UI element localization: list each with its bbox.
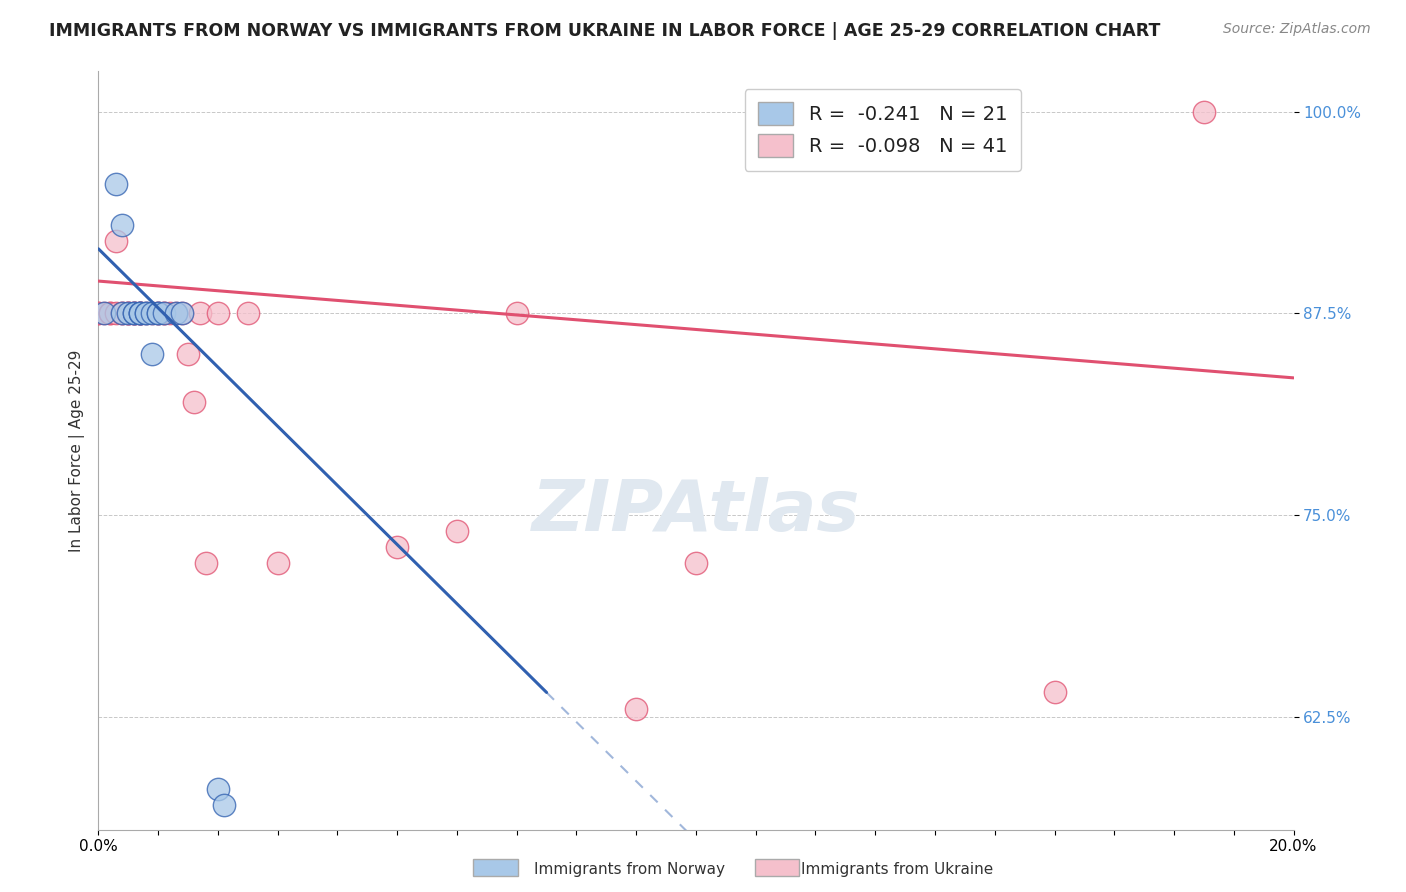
Point	[129, 306, 152, 320]
Point	[111, 306, 134, 320]
Point	[111, 306, 134, 320]
Point	[188, 306, 211, 320]
Point	[105, 306, 128, 320]
Bar	[474, 858, 517, 876]
Point	[172, 306, 194, 320]
Point	[685, 557, 707, 571]
Point	[129, 306, 152, 320]
Point	[117, 306, 139, 320]
Point	[141, 306, 163, 320]
Point	[207, 782, 229, 797]
Point	[124, 306, 146, 320]
Text: IMMIGRANTS FROM NORWAY VS IMMIGRANTS FROM UKRAINE IN LABOR FORCE | AGE 25-29 COR: IMMIGRANTS FROM NORWAY VS IMMIGRANTS FRO…	[49, 22, 1160, 40]
Point	[98, 306, 122, 320]
Point	[87, 306, 110, 320]
Point	[105, 178, 128, 192]
Point	[148, 306, 170, 320]
Legend: R =  -0.241   N = 21, R =  -0.098   N = 41: R = -0.241 N = 21, R = -0.098 N = 41	[745, 88, 1021, 170]
Point	[129, 306, 152, 320]
Text: Immigrants from Ukraine: Immigrants from Ukraine	[801, 863, 994, 877]
Point	[124, 306, 146, 320]
Point	[124, 306, 146, 320]
Point	[129, 306, 152, 320]
Point	[1192, 104, 1215, 119]
Bar	[755, 858, 799, 876]
Point	[129, 306, 152, 320]
Point	[153, 306, 176, 320]
Point	[148, 306, 170, 320]
Point	[111, 218, 134, 232]
Point	[124, 306, 146, 320]
Point	[177, 346, 200, 360]
Point	[93, 306, 115, 320]
Point	[385, 541, 409, 555]
Point	[207, 306, 229, 320]
Point	[117, 306, 139, 320]
Point	[87, 306, 110, 320]
Point	[129, 306, 152, 320]
Point	[135, 306, 157, 320]
Point	[212, 798, 235, 813]
Point	[141, 306, 163, 320]
Point	[172, 306, 194, 320]
Point	[117, 306, 139, 320]
Point	[506, 306, 529, 320]
Point	[153, 306, 176, 320]
Point	[135, 306, 157, 320]
Point	[117, 306, 139, 320]
Point	[236, 306, 259, 320]
Point	[159, 306, 181, 320]
Point	[111, 306, 134, 320]
Point	[98, 306, 122, 320]
Text: ZIPAtlas: ZIPAtlas	[531, 476, 860, 546]
Point	[267, 557, 290, 571]
Point	[148, 306, 170, 320]
Text: Source: ZipAtlas.com: Source: ZipAtlas.com	[1223, 22, 1371, 37]
Text: Immigrants from Norway: Immigrants from Norway	[534, 863, 725, 877]
Point	[1043, 685, 1066, 699]
Point	[626, 701, 648, 715]
Point	[135, 306, 157, 320]
Y-axis label: In Labor Force | Age 25-29: In Labor Force | Age 25-29	[69, 350, 84, 551]
Point	[124, 306, 146, 320]
Point	[105, 234, 128, 248]
Point	[165, 306, 187, 320]
Point	[141, 346, 163, 360]
Point	[195, 557, 218, 571]
Point	[153, 306, 176, 320]
Point	[93, 306, 115, 320]
Point	[165, 306, 187, 320]
Point	[183, 395, 205, 409]
Point	[446, 524, 468, 538]
Point	[148, 306, 170, 320]
